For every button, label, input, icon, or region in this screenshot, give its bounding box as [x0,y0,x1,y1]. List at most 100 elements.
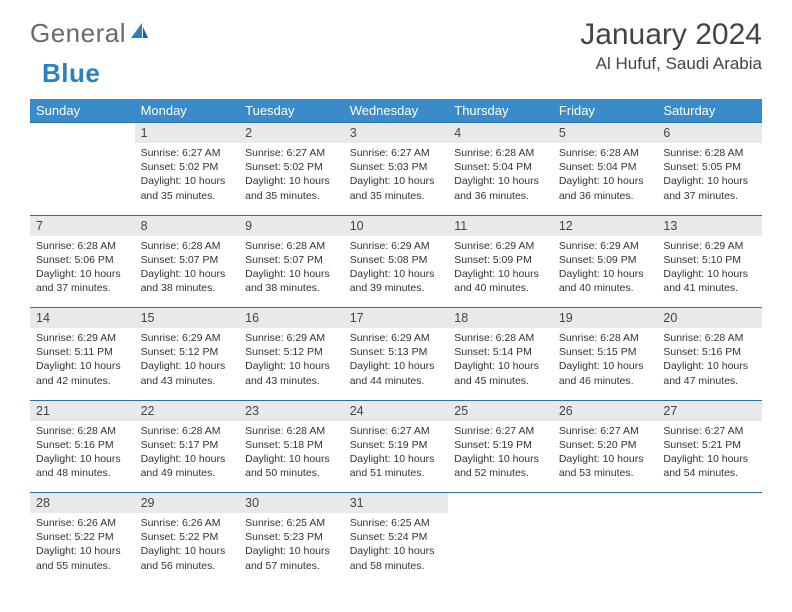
daylight-text: Daylight: 10 hours and 39 minutes. [350,267,443,295]
day-detail-cell: Sunrise: 6:27 AMSunset: 5:19 PMDaylight:… [344,421,449,493]
sunrise-text: Sunrise: 6:29 AM [350,331,443,345]
daylight-text: Daylight: 10 hours and 51 minutes. [350,452,443,480]
title-block: January 2024 Al Hufuf, Saudi Arabia [580,18,762,74]
day-number-cell: 18 [448,308,553,329]
sunset-text: Sunset: 5:04 PM [559,160,652,174]
sunset-text: Sunset: 5:02 PM [245,160,338,174]
sunrise-text: Sunrise: 6:27 AM [350,146,443,160]
day-detail-cell: Sunrise: 6:28 AMSunset: 5:07 PMDaylight:… [135,236,240,308]
day-detail-cell: Sunrise: 6:28 AMSunset: 5:05 PMDaylight:… [657,143,762,215]
daylight-text: Daylight: 10 hours and 52 minutes. [454,452,547,480]
day-number-cell: 29 [135,493,240,514]
sunset-text: Sunset: 5:18 PM [245,438,338,452]
daylight-text: Daylight: 10 hours and 36 minutes. [559,174,652,202]
sunrise-text: Sunrise: 6:27 AM [245,146,338,160]
day-detail-cell: Sunrise: 6:27 AMSunset: 5:21 PMDaylight:… [657,421,762,493]
day-number-cell: 19 [553,308,658,329]
day-number-cell: 1 [135,123,240,144]
day-number-cell: 17 [344,308,449,329]
sunset-text: Sunset: 5:03 PM [350,160,443,174]
day-number-cell: 10 [344,215,449,236]
sunset-text: Sunset: 5:10 PM [663,253,756,267]
day-number-cell: 28 [30,493,135,514]
weekday-header: Thursday [448,99,553,123]
day-detail-cell: Sunrise: 6:28 AMSunset: 5:14 PMDaylight:… [448,328,553,400]
daylight-text: Daylight: 10 hours and 55 minutes. [36,544,129,572]
sunset-text: Sunset: 5:07 PM [245,253,338,267]
sunset-text: Sunset: 5:20 PM [559,438,652,452]
daylight-text: Daylight: 10 hours and 35 minutes. [141,174,234,202]
sunrise-text: Sunrise: 6:27 AM [141,146,234,160]
day-detail-cell: Sunrise: 6:26 AMSunset: 5:22 PMDaylight:… [30,513,135,585]
day-number-cell: 15 [135,308,240,329]
day-number-cell: 12 [553,215,658,236]
daylight-text: Daylight: 10 hours and 35 minutes. [350,174,443,202]
sunrise-text: Sunrise: 6:27 AM [559,424,652,438]
day-detail-cell: Sunrise: 6:28 AMSunset: 5:16 PMDaylight:… [30,421,135,493]
sunrise-text: Sunrise: 6:29 AM [245,331,338,345]
sunrise-text: Sunrise: 6:27 AM [454,424,547,438]
daylight-text: Daylight: 10 hours and 40 minutes. [454,267,547,295]
sunrise-text: Sunrise: 6:28 AM [454,331,547,345]
day-number-row: 21222324252627 [30,400,762,421]
sunrise-text: Sunrise: 6:25 AM [350,516,443,530]
day-number-cell: 4 [448,123,553,144]
daylight-text: Daylight: 10 hours and 37 minutes. [663,174,756,202]
day-detail-cell: Sunrise: 6:27 AMSunset: 5:03 PMDaylight:… [344,143,449,215]
day-detail-cell: Sunrise: 6:29 AMSunset: 5:11 PMDaylight:… [30,328,135,400]
logo-text-general: General [30,18,126,49]
sunrise-text: Sunrise: 6:28 AM [245,424,338,438]
weekday-header: Friday [553,99,658,123]
daylight-text: Daylight: 10 hours and 47 minutes. [663,359,756,387]
page-title: January 2024 [580,18,762,52]
day-detail-cell [448,513,553,585]
day-detail-cell: Sunrise: 6:29 AMSunset: 5:13 PMDaylight:… [344,328,449,400]
daylight-text: Daylight: 10 hours and 49 minutes. [141,452,234,480]
sunrise-text: Sunrise: 6:26 AM [141,516,234,530]
sunset-text: Sunset: 5:15 PM [559,345,652,359]
day-detail-cell: Sunrise: 6:28 AMSunset: 5:04 PMDaylight:… [448,143,553,215]
sunset-text: Sunset: 5:09 PM [454,253,547,267]
sunset-text: Sunset: 5:22 PM [36,530,129,544]
sunrise-text: Sunrise: 6:29 AM [559,239,652,253]
day-number-cell: 16 [239,308,344,329]
day-detail-cell [657,513,762,585]
day-detail-cell: Sunrise: 6:29 AMSunset: 5:12 PMDaylight:… [135,328,240,400]
daylight-text: Daylight: 10 hours and 38 minutes. [141,267,234,295]
day-number-cell: 25 [448,400,553,421]
sunrise-text: Sunrise: 6:27 AM [663,424,756,438]
day-number-cell: 7 [30,215,135,236]
day-detail-row: Sunrise: 6:28 AMSunset: 5:06 PMDaylight:… [30,236,762,308]
day-detail-cell: Sunrise: 6:28 AMSunset: 5:04 PMDaylight:… [553,143,658,215]
daylight-text: Daylight: 10 hours and 37 minutes. [36,267,129,295]
weekday-header: Saturday [657,99,762,123]
day-number-row: 14151617181920 [30,308,762,329]
day-number-cell: 3 [344,123,449,144]
sunset-text: Sunset: 5:04 PM [454,160,547,174]
day-detail-cell: Sunrise: 6:28 AMSunset: 5:15 PMDaylight:… [553,328,658,400]
daylight-text: Daylight: 10 hours and 43 minutes. [245,359,338,387]
day-detail-cell [553,513,658,585]
sunrise-text: Sunrise: 6:26 AM [36,516,129,530]
sunrise-text: Sunrise: 6:27 AM [350,424,443,438]
day-number-cell: 23 [239,400,344,421]
sunset-text: Sunset: 5:12 PM [245,345,338,359]
day-detail-cell: Sunrise: 6:29 AMSunset: 5:08 PMDaylight:… [344,236,449,308]
day-number-cell [448,493,553,514]
day-number-cell: 2 [239,123,344,144]
sunset-text: Sunset: 5:11 PM [36,345,129,359]
day-detail-cell: Sunrise: 6:27 AMSunset: 5:02 PMDaylight:… [135,143,240,215]
day-number-cell: 11 [448,215,553,236]
daylight-text: Daylight: 10 hours and 41 minutes. [663,267,756,295]
day-number-row: 28293031 [30,493,762,514]
sunset-text: Sunset: 5:14 PM [454,345,547,359]
daylight-text: Daylight: 10 hours and 42 minutes. [36,359,129,387]
day-detail-cell: Sunrise: 6:25 AMSunset: 5:24 PMDaylight:… [344,513,449,585]
sunrise-text: Sunrise: 6:28 AM [663,331,756,345]
day-detail-cell: Sunrise: 6:29 AMSunset: 5:09 PMDaylight:… [553,236,658,308]
day-number-cell: 13 [657,215,762,236]
sunrise-text: Sunrise: 6:28 AM [559,146,652,160]
sunset-text: Sunset: 5:21 PM [663,438,756,452]
sunset-text: Sunset: 5:24 PM [350,530,443,544]
sunrise-text: Sunrise: 6:28 AM [663,146,756,160]
